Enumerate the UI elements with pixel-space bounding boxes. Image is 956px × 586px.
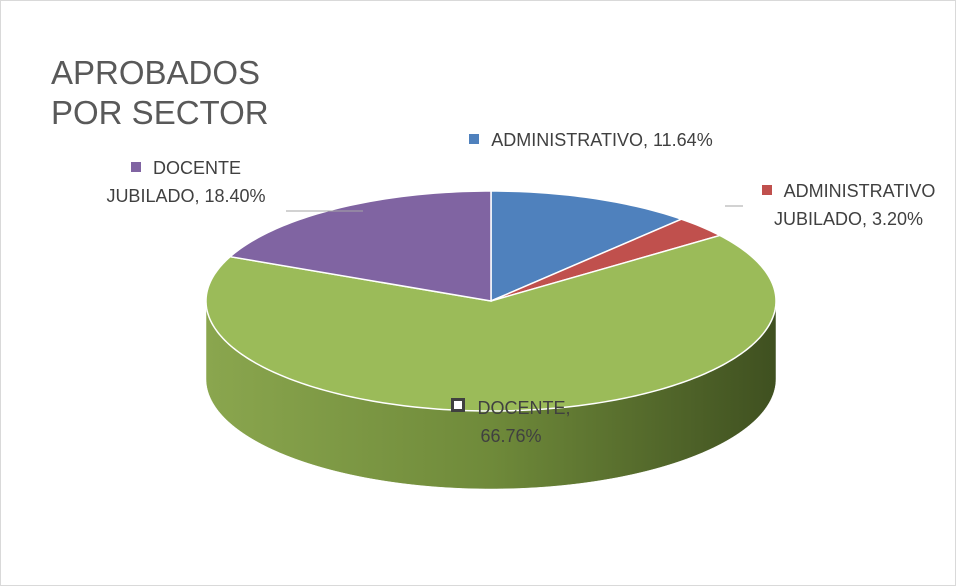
legend-swatch: [451, 398, 466, 412]
category-label: DOCENTE JUBILADO: [106, 158, 241, 206]
slice: [490, 218, 722, 302]
category-label: DOCENTE: [477, 398, 566, 418]
category-label: ADMINISTRATIVO: [491, 130, 643, 150]
chart-title: APROBADOS POR SECTOR: [51, 54, 269, 131]
legend-swatch: [130, 162, 141, 172]
legend-swatch: [761, 185, 772, 195]
data-label-text: DOCENTE JUBILADO, 18.40%: [96, 154, 276, 210]
data-label: ADMINISTRATIVO, 11.64%: [466, 126, 716, 154]
value-label: 3.20%: [872, 209, 924, 229]
data-label: ADMINISTRATIVO JUBILADO, 3.20%: [746, 177, 951, 233]
data-label: DOCENTE JUBILADO, 18.40%: [96, 154, 276, 210]
data-label-text: ADMINISTRATIVO JUBILADO, 3.20%: [746, 177, 951, 233]
slice: [490, 190, 684, 303]
slice: [205, 234, 777, 412]
data-label: DOCENTE, 66.76%: [421, 394, 601, 450]
value-label: 11.64%: [652, 130, 713, 150]
data-label-text: ADMINISTRATIVO, 11.64%: [466, 126, 716, 154]
value-label: 18.40%: [204, 186, 266, 206]
legend-swatch: [469, 134, 480, 144]
separator: ,: [194, 186, 205, 206]
data-label-text: DOCENTE, 66.76%: [421, 394, 601, 450]
separator: ,: [861, 209, 872, 229]
separator: ,: [565, 398, 571, 418]
separator: ,: [642, 130, 653, 150]
value-label: 66.76%: [480, 426, 542, 446]
category-label: ADMINISTRATIVO JUBILADO: [773, 181, 936, 229]
slice: [228, 190, 492, 302]
